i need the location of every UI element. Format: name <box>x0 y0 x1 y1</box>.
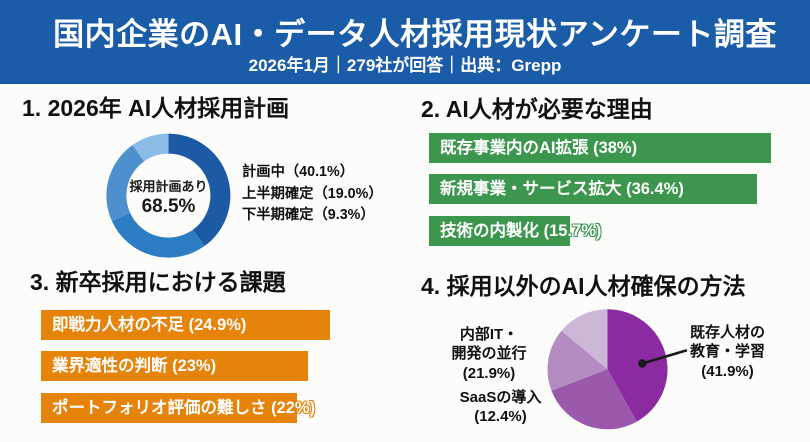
pie-label-education: 既存人材の教育・学習 (41.9%) <box>657 323 798 381</box>
challenges-bar-label-0: 即戦力人材の不足 (24.9%) <box>52 316 247 334</box>
donut-legend-item-0: 計画中（40.1%） <box>242 164 355 180</box>
section-title-hiring-plan: 1. 2026年 AI人材採用計画 <box>22 95 290 121</box>
challenges-bar-2: ポートフォリオ評価の難しさ (22%) <box>41 392 315 423</box>
donut-center-value: 68.5% <box>141 196 196 217</box>
reasons-bar-1: 新規事業・サービス拡大 (36.4%) <box>429 174 757 205</box>
page-title: 国内企業のAI・データ人材採用現状アンケート調査 <box>53 17 777 52</box>
pie-label-internal-it: 内部IT・開発の並行 (21.9%) <box>429 325 549 383</box>
challenges-bar-label-2: ポートフォリオ評価の難しさ (22%) <box>52 398 316 417</box>
methods-segment-2 <box>547 330 608 391</box>
section-title-methods: 4. 採用以外のAI人材確保の方法 <box>421 273 746 299</box>
donut-center-text: 採用計画あり <box>129 179 208 194</box>
donut-legend-item-1: 上半期確定（19.0%） <box>242 185 383 202</box>
hiring-plan-segment-1 <box>111 212 205 258</box>
reasons-bar-chart: 既存事業内のAI拡張 (38%) 新規事業・サービス拡大 (36.4%) 技術の内製… <box>429 133 771 257</box>
methods-segment-1 <box>551 369 637 430</box>
challenges-bar-1: 業界適性の判断 (23%) <box>41 351 309 382</box>
label-saas-line-0: SaaSの導入 <box>459 389 542 406</box>
label-left-line-0: 内部IT・ <box>459 326 519 343</box>
label-left-line-1: 開発の並行 <box>451 345 527 363</box>
label-saas-line-1: (12.4%) <box>474 408 527 426</box>
donut-legend: 計画中（40.1%） 上半期確定（19.0%） 下半期確定（9.3%） <box>242 162 383 227</box>
section-title-reasons: 2. AI人材が必要な理由 <box>421 96 653 122</box>
page-subtitle: 2026年1月｜279社が回答｜出典：Grepp <box>248 56 562 75</box>
label-right-line-2: (41.9%) <box>701 362 754 380</box>
reasons-bar-label-1: 新規事業・サービス拡大 (36.4%) <box>440 180 684 199</box>
methods-segment-3 <box>561 309 608 370</box>
reasons-bar-0: 既存事業内のAI拡張 (38%) <box>429 133 771 163</box>
header-banner: 国内企業のAI・データ人材採用現状アンケート調査 2026年1月｜279社が回答… <box>0 0 810 84</box>
reasons-bar-label-0: 既存事業内のAI拡張 (38%) <box>440 139 638 157</box>
reasons-bar-label-2: 技術の内製化 (15.7%) <box>440 221 602 240</box>
donut-legend-item-2: 下半期確定（9.3%） <box>242 207 375 224</box>
challenges-bar-0: 即戦力人材の不足 (24.9%) <box>41 310 331 340</box>
label-left-line-2: (21.9%) <box>462 364 516 382</box>
donut-center-label: 採用計画あり 68.5% <box>106 179 231 216</box>
label-right-line-1: 教育・学習 <box>689 343 765 361</box>
reasons-bar-2: 技術の内製化 (15.7%) <box>429 215 601 246</box>
section-title-challenges: 3. 新卒採用における課題 <box>30 269 286 295</box>
challenges-bar-label-1: 業界適性の判断 (23%) <box>52 357 217 376</box>
hiring-plan-segment-3 <box>132 133 169 162</box>
pie-leader-dot <box>638 359 647 368</box>
pie-label-saas: SaaSの導入 (12.4%) <box>440 388 561 427</box>
label-right-line-0: 既存人材の <box>689 324 765 341</box>
challenges-bar-chart: 即戦力人材の不足 (24.9%) 業界適性の判断 (23%) ポートフォリオ評価の難… <box>41 310 331 434</box>
